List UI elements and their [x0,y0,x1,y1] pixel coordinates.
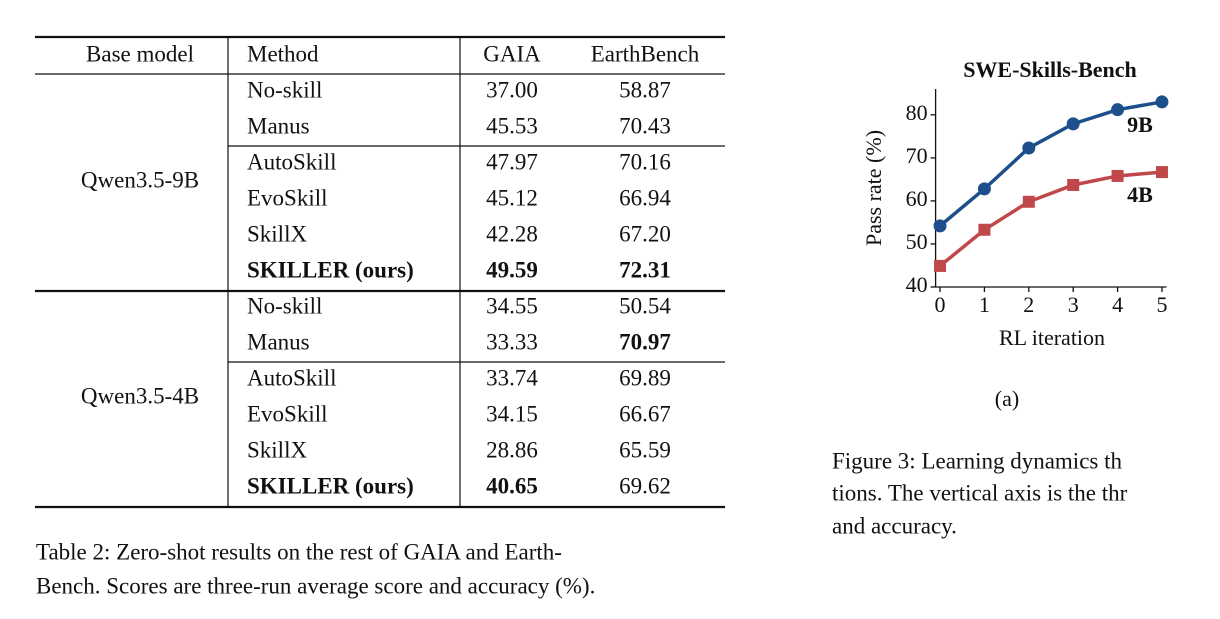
figure-caption-line: tions. The vertical axis is the thr [832,480,1128,505]
table-cell: 49.59 [486,257,538,282]
chart-title: SWE-Skills-Bench [963,57,1137,82]
x-tick-label: 3 [1068,292,1079,317]
table-cell: 40.65 [486,473,538,498]
table-header-cell: Method [247,41,319,66]
table-caption-line: Bench. Scores are three-run average scor… [36,573,595,598]
table-cell: SKILLER (ours) [247,473,414,498]
table-cell: 70.16 [619,149,671,174]
table-cell: 28.86 [486,437,538,462]
table-header-cell: GAIA [483,41,541,66]
table-cell: No-skill [247,293,322,318]
x-tick-label: 5 [1156,292,1167,317]
x-tick-label: 2 [1023,292,1034,317]
table-cell: AutoSkill [247,149,336,174]
table-cell: Manus [247,329,310,354]
base-model-cell: Qwen3.5-9B [81,167,199,192]
table-cell: 58.87 [619,77,671,102]
table-cell: 34.15 [486,401,538,426]
y-axis-label: Pass rate (%) [861,130,886,246]
table-cell: SKILLER (ours) [247,257,414,282]
table-cell: 33.33 [486,329,538,354]
x-tick-label: 1 [979,292,990,317]
table-cell: 72.31 [619,257,671,282]
marker [1155,166,1168,179]
table-cell: Manus [247,113,310,138]
table-cell: 69.62 [619,473,671,498]
table-cell: SkillX [247,221,307,246]
table-cell: 34.55 [486,293,538,318]
table-cell: No-skill [247,77,322,102]
table-cell: 37.00 [486,77,538,102]
figure-caption-line: Figure 3: Learning dynamics th [832,448,1122,473]
marker [1111,169,1124,182]
marker [1111,103,1125,117]
marker [977,182,991,196]
table-cell: 45.53 [486,113,538,138]
marker [1067,178,1080,191]
table-cell: 47.97 [486,149,538,174]
figure-caption-line: and accuracy. [832,513,957,538]
table-cell: EvoSkill [247,401,328,426]
table-cell: 67.20 [619,221,671,246]
x-axis-label: RL iteration [999,325,1105,350]
table-cell: 70.43 [619,113,671,138]
marker [978,223,991,236]
subfigure-label: (a) [995,386,1019,411]
table-cell: 50.54 [619,293,671,318]
table-cell: 45.12 [486,185,538,210]
series-line [938,170,1163,268]
series-line [938,100,1163,228]
table-cell: AutoSkill [247,365,336,390]
marker [1022,141,1036,155]
table-cell: SkillX [247,437,307,462]
marker [934,259,947,272]
table-header-cell: EarthBench [591,41,700,66]
table-header-cell: Base model [86,41,194,66]
table-cell: 66.67 [619,401,671,426]
y-tick-label: 70 [906,143,928,168]
table-cell: 66.94 [619,185,671,210]
table-cell: 65.59 [619,437,671,462]
y-tick-label: 50 [906,229,928,254]
table-cell: 70.97 [619,329,671,354]
table-cell: 42.28 [486,221,538,246]
marker [1022,195,1035,208]
marker [1155,95,1169,109]
table-cell: 69.89 [619,365,671,390]
series-label: 9B [1127,112,1153,137]
y-tick-label: 60 [906,186,928,211]
table-cell: 33.74 [486,365,538,390]
x-tick-label: 4 [1112,292,1123,317]
base-model-cell: Qwen3.5-4B [81,383,199,408]
x-tick-label: 0 [935,292,946,317]
series-label: 4B [1127,182,1153,207]
table-caption-line: Table 2: Zero-shot results on the rest o… [36,539,562,564]
marker [933,219,947,233]
y-tick-label: 40 [906,272,928,297]
y-tick-label: 80 [906,100,928,125]
table-cell: EvoSkill [247,185,328,210]
marker [1066,117,1080,131]
